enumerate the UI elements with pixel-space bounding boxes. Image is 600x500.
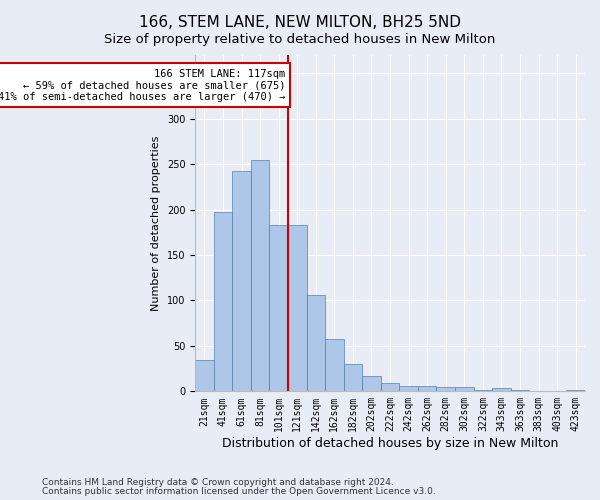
- Bar: [344, 364, 362, 392]
- Bar: [325, 338, 344, 392]
- Bar: [269, 225, 288, 392]
- Bar: [307, 295, 325, 392]
- Text: 166, STEM LANE, NEW MILTON, BH25 5ND: 166, STEM LANE, NEW MILTON, BH25 5ND: [139, 15, 461, 30]
- Bar: [436, 387, 455, 392]
- Text: Size of property relative to detached houses in New Milton: Size of property relative to detached ho…: [104, 32, 496, 46]
- Bar: [251, 160, 269, 392]
- X-axis label: Distribution of detached houses by size in New Milton: Distribution of detached houses by size …: [222, 437, 558, 450]
- Bar: [566, 390, 585, 392]
- Bar: [400, 386, 418, 392]
- Bar: [511, 390, 529, 392]
- Bar: [381, 383, 400, 392]
- Bar: [362, 376, 381, 392]
- Bar: [455, 387, 473, 392]
- Bar: [418, 386, 436, 392]
- Text: Contains HM Land Registry data © Crown copyright and database right 2024.: Contains HM Land Registry data © Crown c…: [42, 478, 394, 487]
- Bar: [473, 390, 492, 392]
- Bar: [492, 388, 511, 392]
- Bar: [195, 360, 214, 392]
- Bar: [232, 172, 251, 392]
- Text: 166 STEM LANE: 117sqm
← 59% of detached houses are smaller (675)
41% of semi-det: 166 STEM LANE: 117sqm ← 59% of detached …: [0, 68, 285, 102]
- Text: Contains public sector information licensed under the Open Government Licence v3: Contains public sector information licen…: [42, 486, 436, 496]
- Bar: [288, 225, 307, 392]
- Y-axis label: Number of detached properties: Number of detached properties: [151, 136, 161, 311]
- Bar: [214, 212, 232, 392]
